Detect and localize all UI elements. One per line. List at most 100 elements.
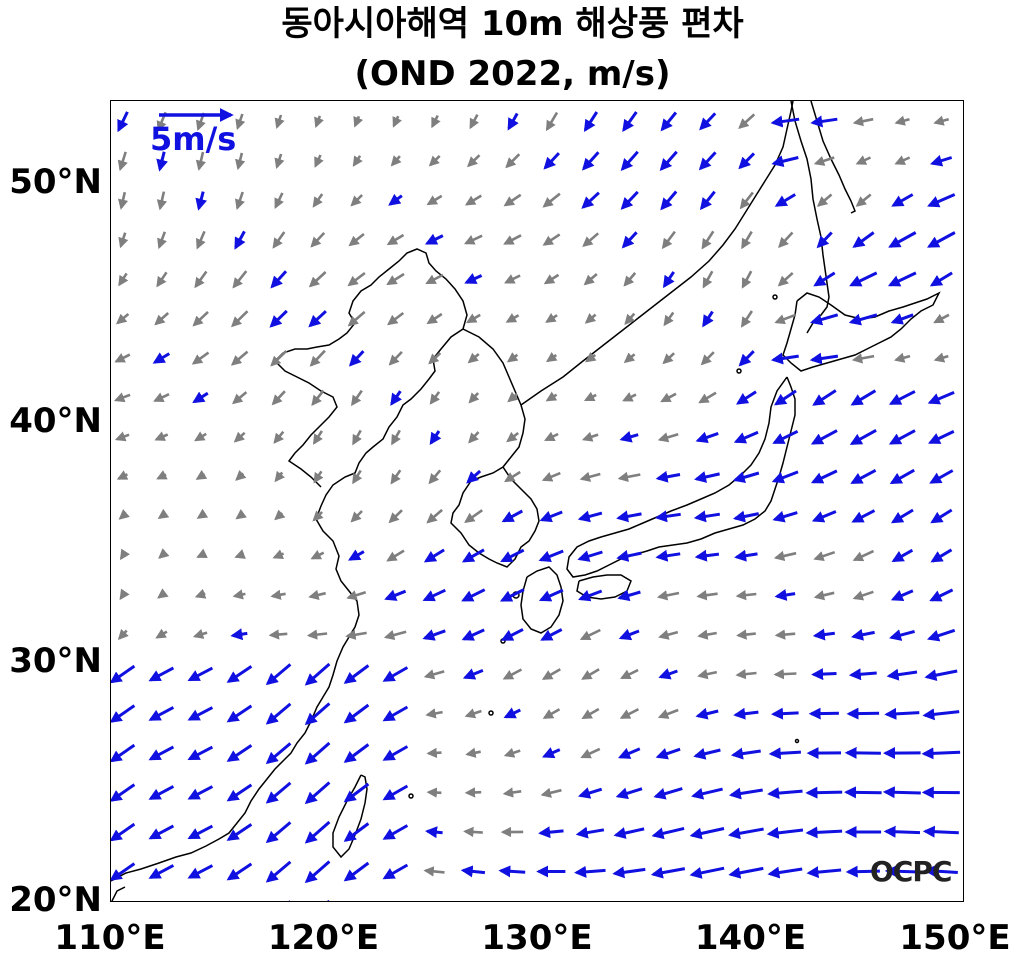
wind-vector (620, 190, 639, 210)
wind-vector (502, 787, 522, 798)
wind-vector (615, 787, 643, 800)
wind-vector (770, 352, 799, 365)
wind-vector (578, 589, 603, 602)
wind-vector (927, 391, 955, 405)
wind-vector (929, 588, 954, 602)
wind-vector (343, 782, 370, 803)
wind-vector (661, 230, 676, 250)
wind-vector (195, 469, 208, 480)
wind-vector (930, 154, 953, 167)
wind-vector (539, 510, 563, 523)
wind-vector (658, 668, 678, 680)
wind-vector (346, 590, 367, 601)
wind-vector (542, 233, 561, 246)
wind-vector (617, 589, 641, 602)
wind-vector (585, 352, 597, 363)
wind-vector (503, 707, 521, 719)
wind-vector (503, 193, 522, 207)
wind-vector (732, 471, 760, 484)
wind-vector (274, 153, 285, 169)
wind-vector (702, 270, 714, 289)
wind-vector (923, 865, 958, 878)
wind-vector (889, 468, 915, 485)
wind-vector (541, 471, 561, 482)
wind-vector (811, 668, 837, 681)
map-subtitle: (OND 2022, m/s) (354, 54, 671, 94)
wind-vector (851, 509, 876, 523)
wind-vector (343, 861, 370, 882)
wind-vector (545, 111, 559, 132)
wind-vector (273, 430, 285, 444)
wind-vector (265, 702, 292, 725)
wind-vector (810, 429, 838, 445)
wind-vector (732, 510, 760, 523)
wind-vector (852, 590, 874, 601)
wind-vector (461, 628, 485, 641)
wind-vector (893, 352, 911, 363)
wind-vector (928, 430, 955, 444)
wind-vector (461, 588, 486, 602)
wind-vector (653, 787, 683, 800)
wind-vector (226, 783, 253, 802)
wind-vector (460, 865, 486, 878)
wind-vector (851, 353, 875, 364)
wind-vector (111, 743, 136, 763)
wind-vector (813, 271, 836, 287)
wind-vector (156, 271, 168, 288)
wind-vector (382, 863, 409, 880)
wind-vector (464, 708, 482, 719)
wind-vector (771, 470, 799, 484)
wind-vector (269, 309, 288, 328)
wind-vector (268, 629, 288, 640)
wind-vector (855, 155, 872, 165)
wind-vector (469, 113, 480, 130)
wind-vector (148, 706, 175, 721)
wind-vector (622, 392, 637, 402)
wind-vector (119, 548, 131, 561)
wind-vector (270, 589, 286, 600)
wind-vector (697, 669, 718, 680)
wind-vector (270, 270, 288, 289)
wind-vector (343, 822, 370, 842)
wind-vector (304, 781, 331, 805)
wind-vector (774, 193, 796, 207)
wind-vector (428, 352, 442, 365)
wind-vector (733, 430, 759, 444)
wind-vector (583, 273, 598, 286)
wind-vector (623, 352, 636, 364)
wind-vector (693, 747, 721, 760)
wind-anomaly-map (111, 101, 961, 901)
wind-vectors (111, 111, 961, 901)
wind-vector (544, 431, 559, 442)
wind-vector (848, 668, 877, 681)
wind-vector (618, 628, 640, 641)
wind-vector (660, 111, 678, 132)
wind-vector (270, 349, 288, 367)
wind-vector (810, 115, 838, 128)
wind-vector (699, 112, 717, 131)
wind-vector (581, 707, 600, 720)
wind-vector (111, 704, 136, 723)
wind-vector (621, 231, 638, 249)
wind-vector (894, 115, 910, 126)
y-tick-label: 30°N (9, 640, 102, 681)
wind-vector (812, 628, 835, 641)
wind-vector (735, 589, 757, 601)
wind-vector (929, 469, 954, 484)
wind-vector (423, 866, 445, 877)
wind-vector (930, 508, 953, 524)
wind-vector (698, 391, 717, 404)
wind-vector (735, 668, 757, 680)
wind-vector (694, 549, 720, 562)
wind-vector (844, 786, 882, 799)
wind-vector (887, 271, 917, 287)
wind-vector (157, 231, 167, 250)
wind-vector (114, 431, 130, 442)
wind-vector (311, 389, 325, 407)
wind-vector (274, 192, 284, 209)
wind-vector (119, 588, 130, 601)
wind-vector (111, 783, 136, 802)
wind-vector (922, 825, 959, 838)
wind-vector (768, 747, 801, 760)
wind-vector (194, 270, 208, 289)
